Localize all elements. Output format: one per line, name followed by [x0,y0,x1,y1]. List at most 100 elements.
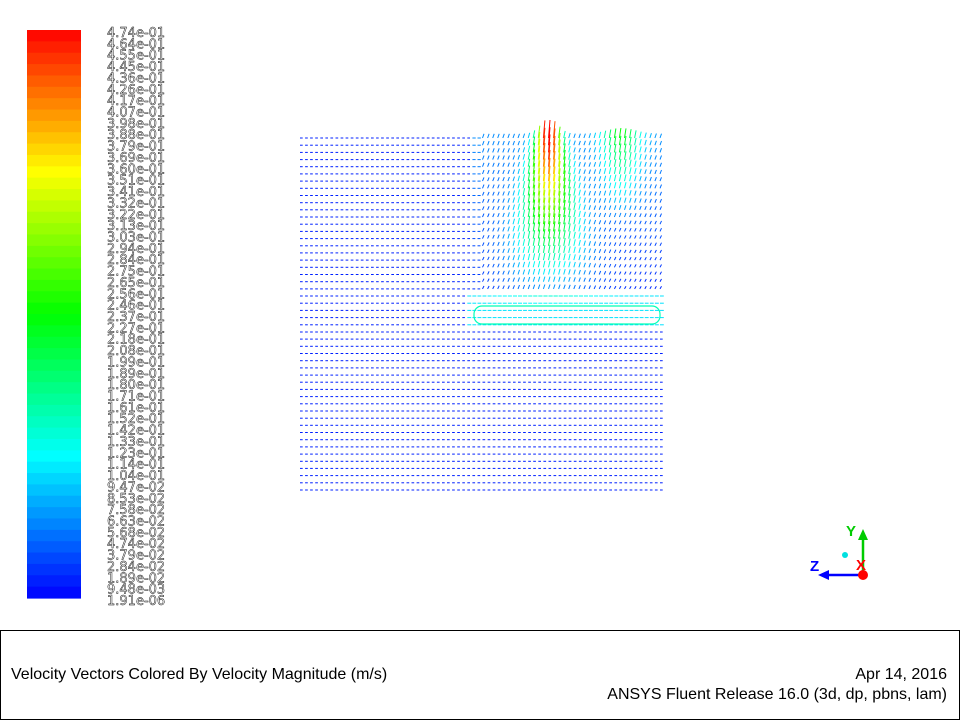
velocity-vector [583,176,586,182]
caption-title: Velocity Vectors Colored By Velocity Mag… [11,666,388,683]
velocity-vector [578,154,581,160]
velocity-vector [659,148,662,153]
velocity-vector [608,152,612,160]
velocity-vector [512,162,515,167]
velocity-vector [624,212,627,218]
velocity-vector [634,278,637,282]
velocity-vector [522,261,526,268]
velocity-vector [603,130,607,139]
velocity-vector [639,153,642,160]
velocity-vector [492,213,495,218]
velocity-vector [618,166,622,175]
velocity-vector [517,182,520,189]
velocity-vector [558,229,561,239]
colorbar-tick-label: 1.89e-02 [107,571,165,586]
velocity-vector [507,233,510,239]
colorbar-band [27,211,81,224]
velocity-vector [548,197,551,210]
velocity-vector [578,239,581,246]
velocity-vector [588,219,591,225]
velocity-vector [603,168,607,175]
velocity-vector [563,276,566,282]
velocity-vector [659,155,662,160]
velocity-vector [573,216,576,225]
colorbar-tick-label: 1.89e-01 [107,367,165,382]
velocity-vector [517,232,520,239]
velocity-vector [639,242,642,247]
colorbar-band [27,64,81,77]
velocity-vector [629,212,632,218]
velocity-vector [542,189,546,203]
velocity-vector [548,181,551,196]
velocity-vector [482,169,485,175]
colorbar-band [27,484,81,497]
velocity-vector [613,159,617,167]
colorbar-band [27,234,81,247]
velocity-vector [583,277,586,282]
velocity-vector [629,182,632,189]
velocity-vector [517,254,520,261]
velocity-vector [593,278,597,282]
velocity-vector [608,256,612,261]
velocity-vector [603,198,607,203]
velocity-vector [568,201,571,210]
velocity-vector [598,131,602,139]
velocity-vector [578,196,581,203]
velocity-vector [517,189,520,196]
velocity-vector [487,177,490,182]
velocity-vector [563,261,566,268]
velocity-vector [507,277,510,282]
velocity-vector [497,278,500,282]
velocity-vector [482,162,485,167]
velocity-vector [497,205,500,210]
velocity-vector [553,221,556,232]
velocity-vector [553,174,556,189]
velocity-vector [548,189,551,203]
velocity-vector [629,227,632,232]
velocity-vector [659,140,662,146]
velocity-vector [563,149,566,160]
velocity-vector [532,253,536,261]
velocity-vector [618,189,622,196]
velocity-vector [512,218,515,225]
velocity-vector [659,198,662,203]
velocity-vector [512,240,515,246]
velocity-vector [522,174,526,182]
velocity-vector [527,253,531,261]
velocity-vector [583,169,586,175]
velocity-vector [482,256,485,261]
velocity-vector [502,191,505,196]
velocity-vector [558,206,561,218]
velocity-vector [502,212,505,218]
velocity-vector [558,146,561,160]
velocity-vector [593,212,597,218]
velocity-vector [654,162,657,167]
velocity-vector [583,140,586,146]
velocity-vector [542,284,546,290]
velocity-vector [613,249,617,254]
velocity-vector [624,182,627,189]
colorbar-tick-label: 3.22e-01 [107,208,165,223]
velocity-vector [517,133,520,139]
velocity-vector [639,138,642,146]
velocity-vector [634,137,637,146]
velocity-vector [512,183,515,189]
velocity-vector [644,249,647,254]
colorbar-band [27,416,81,429]
velocity-vector [527,165,531,174]
velocity-vector [497,191,500,196]
velocity-vector [558,139,561,153]
velocity-vector [527,179,531,189]
velocity-vector [583,197,586,203]
velocity-vector [573,188,576,196]
velocity-vector [532,156,536,167]
velocity-vector [522,160,526,167]
velocity-vector [482,235,485,239]
velocity-vector [608,144,612,153]
velocity-vector [507,155,510,160]
velocity-vector [487,242,490,247]
velocity-vector [482,271,485,275]
velocity-vector [644,220,647,225]
velocity-vector [644,242,647,247]
velocity-vector [603,249,607,254]
